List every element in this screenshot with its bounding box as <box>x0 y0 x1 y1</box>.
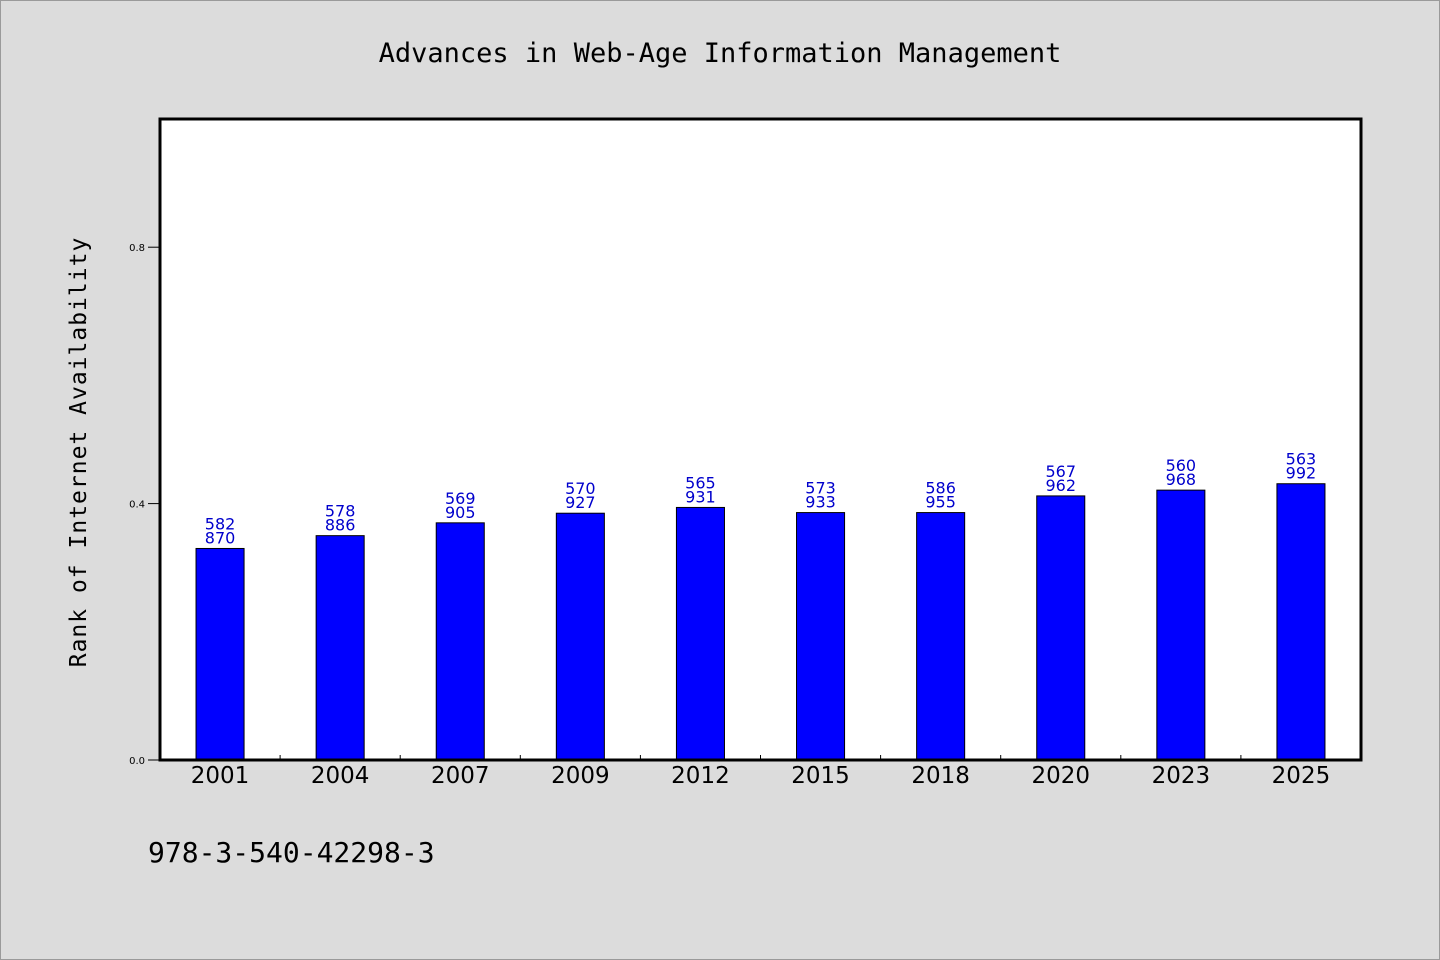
x-tick-label-2015: 2015 <box>791 763 850 789</box>
y-tick-label-0.8: 0.8 <box>129 243 145 254</box>
bar-2025 <box>1276 483 1326 761</box>
bar-2015 <box>796 512 846 761</box>
bar-2009 <box>555 512 605 761</box>
bar-2012 <box>675 506 725 761</box>
data-label-top-2015: 573 <box>805 479 836 498</box>
data-label-top-2004: 578 <box>325 502 356 521</box>
data-label-top-2025: 563 <box>1286 450 1317 469</box>
x-tick-label-2023: 2023 <box>1152 763 1211 789</box>
ticks-layer: 2001 2004 2007 2009 2012 2015 2018 2020 2023 2025… <box>129 243 1330 789</box>
y-tick-label-0.4: 0.4 <box>129 500 145 511</box>
data-label-bottom-2001: 870 <box>205 528 236 547</box>
x-tick-label-2009: 2009 <box>551 763 610 789</box>
data-label-bottom-2004: 886 <box>325 516 356 535</box>
data-label-bottom-2015: 933 <box>805 493 836 512</box>
x-tick-label-2025: 2025 <box>1272 763 1331 789</box>
bars-layer <box>195 483 1326 761</box>
bar-2020 <box>1036 495 1086 761</box>
data-label-top-2009: 570 <box>565 479 596 498</box>
data-label-bottom-2009: 927 <box>565 493 596 512</box>
data-label-top-2023: 560 <box>1166 456 1197 475</box>
x-tick-label-2007: 2007 <box>431 763 490 789</box>
plot-border <box>158 117 1363 762</box>
bar-2001 <box>195 547 245 761</box>
bar-2004 <box>315 535 365 761</box>
data-label-bottom-2025: 992 <box>1286 464 1317 483</box>
x-tick-label-2018: 2018 <box>911 763 970 789</box>
chart-title: Advances in Web-Age Information Manageme… <box>379 38 1062 69</box>
data-label-top-2012: 565 <box>685 473 716 492</box>
y-tick-label-0.0: 0.0 <box>129 756 145 767</box>
x-tick-label-2004: 2004 <box>311 763 370 789</box>
bar-2023 <box>1156 489 1206 761</box>
bar-2007 <box>435 522 485 761</box>
data-label-top-2001: 582 <box>205 514 236 533</box>
y-axis-label: Rank of Internet Availability <box>66 237 92 668</box>
x-tick-label-2020: 2020 <box>1031 763 1090 789</box>
x-tick-label-2001: 2001 <box>191 763 250 789</box>
isbn-footer: 978-3-540-42298-3 <box>148 836 435 869</box>
data-label-bottom-2023: 968 <box>1166 470 1197 489</box>
data-label-top-2018: 586 <box>925 479 956 498</box>
data-label-bottom-2012: 931 <box>685 487 716 506</box>
data-label-bottom-2020: 962 <box>1045 476 1076 495</box>
bar-2018 <box>916 512 966 761</box>
data-label-top-2007: 569 <box>445 489 476 508</box>
x-tick-label-2012: 2012 <box>671 763 730 789</box>
data-label-bottom-2018: 955 <box>925 493 956 512</box>
data-label-bottom-2007: 905 <box>445 503 476 522</box>
data-label-top-2020: 567 <box>1045 462 1076 481</box>
